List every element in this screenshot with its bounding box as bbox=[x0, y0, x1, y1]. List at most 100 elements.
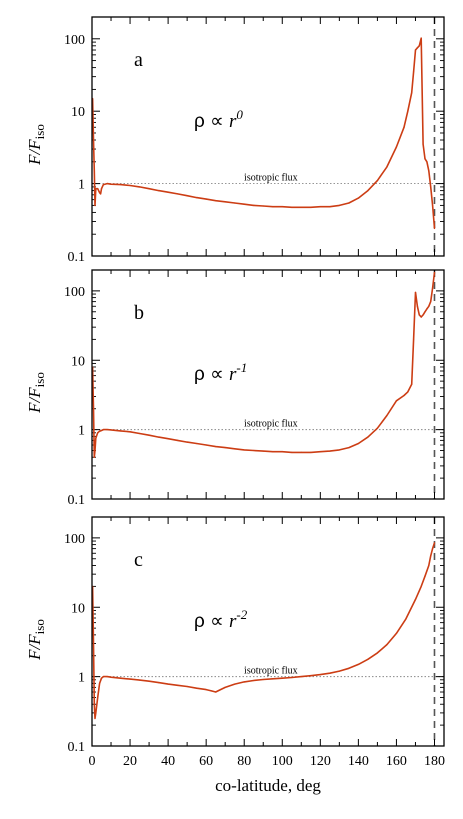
data-point bbox=[395, 632, 398, 634]
data-point bbox=[272, 678, 274, 680]
data-point bbox=[418, 45, 420, 47]
data-point bbox=[215, 200, 217, 202]
series-line-c bbox=[91, 542, 436, 720]
data-point bbox=[100, 677, 103, 679]
data-point bbox=[428, 170, 430, 172]
data-point bbox=[106, 182, 108, 185]
data-point bbox=[177, 439, 179, 441]
data-point bbox=[386, 414, 388, 417]
series-line-a bbox=[91, 37, 436, 229]
data-point bbox=[186, 685, 188, 688]
data-point bbox=[234, 448, 236, 450]
data-point bbox=[224, 201, 226, 203]
data-point bbox=[94, 717, 96, 719]
data-point bbox=[411, 92, 413, 94]
data-point bbox=[426, 308, 428, 310]
data-point bbox=[234, 683, 236, 685]
data-point bbox=[291, 206, 293, 208]
data-point bbox=[424, 158, 426, 160]
y-tick-label: 1 bbox=[78, 178, 85, 193]
data-point bbox=[95, 712, 97, 714]
data-point bbox=[106, 676, 108, 678]
data-point bbox=[157, 682, 160, 684]
data-point bbox=[129, 678, 131, 680]
data-point bbox=[428, 564, 430, 567]
data-point bbox=[99, 430, 101, 432]
data-point bbox=[310, 451, 312, 453]
data-point bbox=[412, 71, 415, 73]
data-point bbox=[224, 686, 226, 688]
data-point bbox=[211, 690, 213, 692]
plot-frame bbox=[91, 16, 445, 257]
data-point bbox=[196, 197, 198, 199]
y-axis-label-sub: iso bbox=[32, 372, 47, 387]
data-point bbox=[119, 677, 122, 679]
data-point bbox=[376, 180, 379, 182]
data-point bbox=[357, 442, 359, 445]
data-point bbox=[97, 432, 99, 434]
density-annotation: ρ ∝ r0 bbox=[194, 107, 243, 132]
data-point bbox=[430, 301, 432, 303]
data-point bbox=[253, 449, 255, 452]
data-point bbox=[414, 598, 417, 600]
data-point bbox=[430, 555, 432, 557]
data-point bbox=[416, 47, 418, 49]
data-point bbox=[300, 676, 302, 678]
data-point bbox=[403, 126, 405, 128]
data-point bbox=[119, 430, 122, 432]
data-point bbox=[433, 227, 436, 230]
data-point bbox=[92, 139, 95, 141]
y-axis-label: F/Fiso bbox=[25, 619, 47, 661]
plot-frame bbox=[91, 269, 445, 500]
data-point bbox=[205, 198, 207, 200]
data-point bbox=[357, 663, 359, 666]
data-point bbox=[338, 449, 340, 451]
y-tick-label: 10 bbox=[71, 105, 85, 120]
data-point bbox=[99, 193, 102, 195]
panel-label: b bbox=[134, 302, 144, 324]
data-point bbox=[426, 161, 428, 163]
x-tick-label: 140 bbox=[348, 754, 369, 769]
data-point bbox=[97, 696, 99, 699]
data-point bbox=[95, 188, 97, 190]
y-tick-label: 0.1 bbox=[68, 493, 86, 508]
data-point bbox=[386, 166, 388, 168]
data-point bbox=[167, 191, 169, 193]
data-point bbox=[186, 441, 188, 443]
data-point bbox=[196, 442, 198, 445]
x-tick-label: 40 bbox=[161, 754, 175, 769]
panel-label: c bbox=[134, 549, 143, 571]
data-point bbox=[281, 677, 283, 679]
data-point bbox=[93, 170, 95, 172]
data-point bbox=[177, 684, 179, 686]
data-point bbox=[422, 143, 424, 145]
data-point bbox=[157, 436, 160, 438]
data-point bbox=[129, 184, 131, 187]
data-point bbox=[412, 338, 415, 340]
data-point bbox=[376, 427, 379, 429]
panel-a: isotropic flux 0.1 1 10 100 a ρ ∝ r0 F/Fiso bbox=[25, 16, 445, 265]
data-point bbox=[262, 450, 264, 452]
data-point bbox=[177, 193, 179, 195]
y-tick-label: 10 bbox=[71, 601, 85, 616]
y-axis-label: F/Fiso bbox=[25, 124, 47, 166]
y-tick-label: 100 bbox=[64, 532, 85, 547]
data-point bbox=[376, 652, 379, 654]
data-point bbox=[167, 438, 169, 440]
reference-label: isotropic flux bbox=[244, 666, 298, 677]
data-point bbox=[403, 394, 405, 397]
data-point bbox=[338, 204, 340, 206]
reference-label: isotropic flux bbox=[244, 419, 298, 430]
data-point bbox=[431, 204, 434, 206]
data-point bbox=[95, 437, 97, 439]
data-point bbox=[186, 195, 188, 197]
data-point bbox=[310, 675, 312, 677]
data-point bbox=[97, 188, 99, 190]
data-point bbox=[92, 642, 95, 645]
data-point bbox=[329, 672, 331, 674]
data-point bbox=[167, 683, 169, 685]
y-axis-label-sub: iso bbox=[32, 619, 47, 634]
data-point bbox=[395, 400, 398, 402]
data-point bbox=[348, 667, 350, 669]
